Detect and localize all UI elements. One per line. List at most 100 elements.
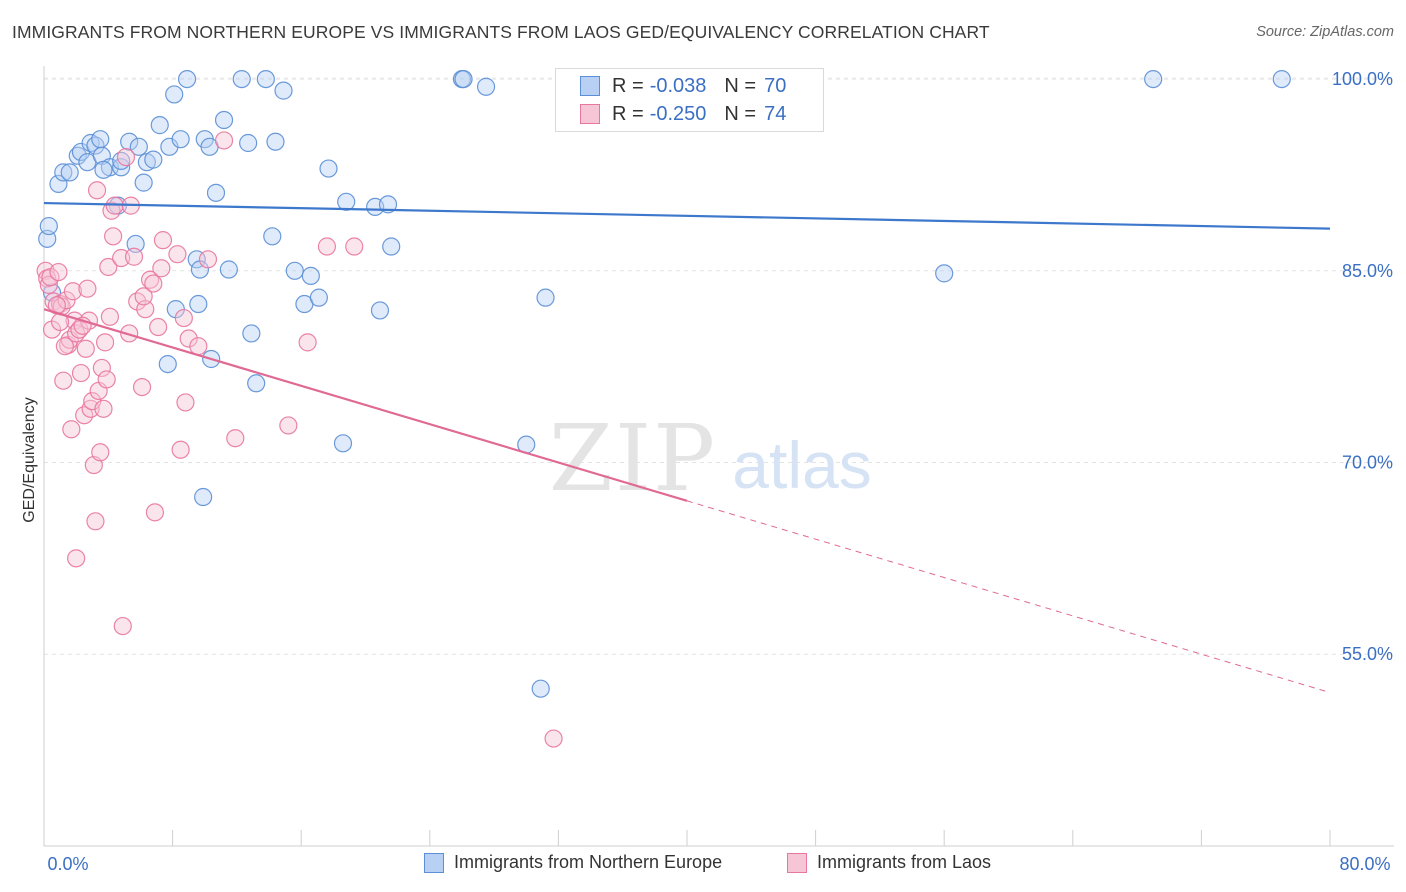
point-laos	[145, 503, 165, 522]
point-laos	[104, 227, 123, 246]
point-northern-europe	[274, 81, 293, 100]
legend-n-label: N =	[724, 74, 757, 97]
point-northern-europe	[242, 324, 261, 343]
point-northern-europe	[1144, 69, 1163, 89]
legend-r-value: -0.038	[649, 74, 707, 97]
gridlines	[44, 77, 1394, 655]
point-northern-europe	[219, 260, 238, 279]
point-laos	[317, 237, 337, 256]
point-northern-europe	[60, 163, 79, 182]
point-laos	[144, 274, 163, 293]
point-laos	[78, 279, 97, 298]
point-northern-europe	[378, 195, 398, 214]
legend: R = -0.038 N = 70 R = -0.250 N = 74	[555, 68, 824, 132]
point-northern-europe	[177, 69, 197, 89]
legend-r-label: R =	[612, 74, 644, 97]
point-northern-europe	[171, 130, 190, 149]
point-northern-europe	[536, 288, 555, 307]
point-northern-europe	[476, 77, 496, 96]
point-northern-europe	[263, 227, 282, 246]
point-laos	[544, 729, 563, 748]
point-northern-europe	[337, 192, 356, 211]
point-northern-europe	[301, 266, 320, 286]
point-northern-europe	[256, 69, 275, 89]
y-tick-label: 55.0%	[1342, 644, 1393, 664]
series-northern-europe	[38, 69, 1291, 698]
point-laos	[102, 201, 121, 220]
point-laos	[91, 443, 110, 462]
tick-labels: 55.0% 70.0% 85.0% 100.0% 0.0% 80.0%	[47, 69, 1393, 874]
point-laos	[112, 248, 131, 268]
trendline-blue	[43, 201, 1331, 230]
point-laos	[92, 358, 111, 378]
point-laos	[39, 275, 58, 294]
point-laos	[171, 440, 190, 459]
point-northern-europe	[206, 183, 226, 202]
x-tick-label: 80.0%	[1339, 854, 1390, 874]
point-laos	[153, 231, 173, 250]
bottom-legend-swatch-blue	[424, 852, 444, 873]
point-laos	[100, 307, 120, 326]
point-northern-europe	[49, 174, 68, 193]
point-laos	[298, 333, 317, 352]
point-laos	[81, 399, 100, 418]
legend-swatch-blue	[580, 76, 600, 96]
point-laos	[149, 317, 168, 337]
point-laos	[99, 257, 118, 277]
point-northern-europe	[91, 130, 110, 149]
legend-n-value: 70	[764, 74, 787, 97]
point-laos	[345, 237, 364, 256]
point-laos	[214, 131, 234, 150]
legend-n-label: N =	[724, 102, 757, 125]
point-northern-europe	[531, 679, 550, 698]
point-northern-europe	[370, 301, 390, 320]
point-northern-europe	[54, 163, 73, 182]
legend-swatch-pink	[580, 104, 600, 124]
point-laos	[86, 512, 105, 531]
point-laos	[116, 147, 136, 167]
point-laos	[226, 429, 245, 448]
point-laos	[54, 371, 73, 390]
legend-r-label: R =	[612, 102, 644, 125]
point-laos	[49, 262, 68, 282]
point-laos	[94, 399, 113, 418]
point-northern-europe	[39, 216, 58, 236]
point-laos	[176, 393, 195, 412]
point-northern-europe	[319, 159, 338, 178]
point-laos	[189, 337, 208, 356]
trendline-extrapolated-pink	[686, 500, 1331, 694]
point-laos	[134, 287, 153, 306]
point-laos	[132, 377, 152, 397]
point-laos	[113, 616, 132, 636]
trend-lines	[43, 201, 1331, 694]
point-northern-europe	[232, 69, 251, 89]
point-laos	[95, 333, 115, 352]
point-northern-europe	[81, 133, 100, 153]
bottom-legend-laos: Immigrants from Laos	[787, 852, 991, 873]
legend-n-value: 74	[764, 102, 787, 125]
legend-row-northern-europe: R = -0.038 N = 70	[580, 73, 786, 99]
point-northern-europe	[134, 173, 153, 192]
point-northern-europe	[239, 133, 258, 153]
point-laos	[152, 259, 171, 278]
point-northern-europe	[112, 158, 131, 177]
point-northern-europe	[129, 137, 148, 156]
point-northern-europe	[333, 434, 353, 453]
point-northern-europe	[1272, 69, 1291, 89]
bottom-legend-label: Immigrants from Northern Europe	[454, 852, 723, 872]
point-northern-europe	[266, 132, 285, 151]
point-northern-europe	[120, 132, 139, 151]
point-northern-europe	[285, 261, 304, 280]
point-laos	[198, 250, 218, 269]
trendline-pink	[43, 308, 688, 502]
bottom-legend-label: Immigrants from Laos	[817, 852, 992, 872]
point-northern-europe	[309, 288, 328, 307]
point-laos	[174, 308, 193, 328]
y-tick-label: 100.0%	[1332, 69, 1393, 89]
point-northern-europe	[144, 150, 163, 169]
bottom-legend-swatch-pink	[787, 852, 807, 873]
point-laos	[67, 549, 86, 568]
point-laos	[63, 282, 83, 301]
point-laos	[71, 363, 91, 383]
